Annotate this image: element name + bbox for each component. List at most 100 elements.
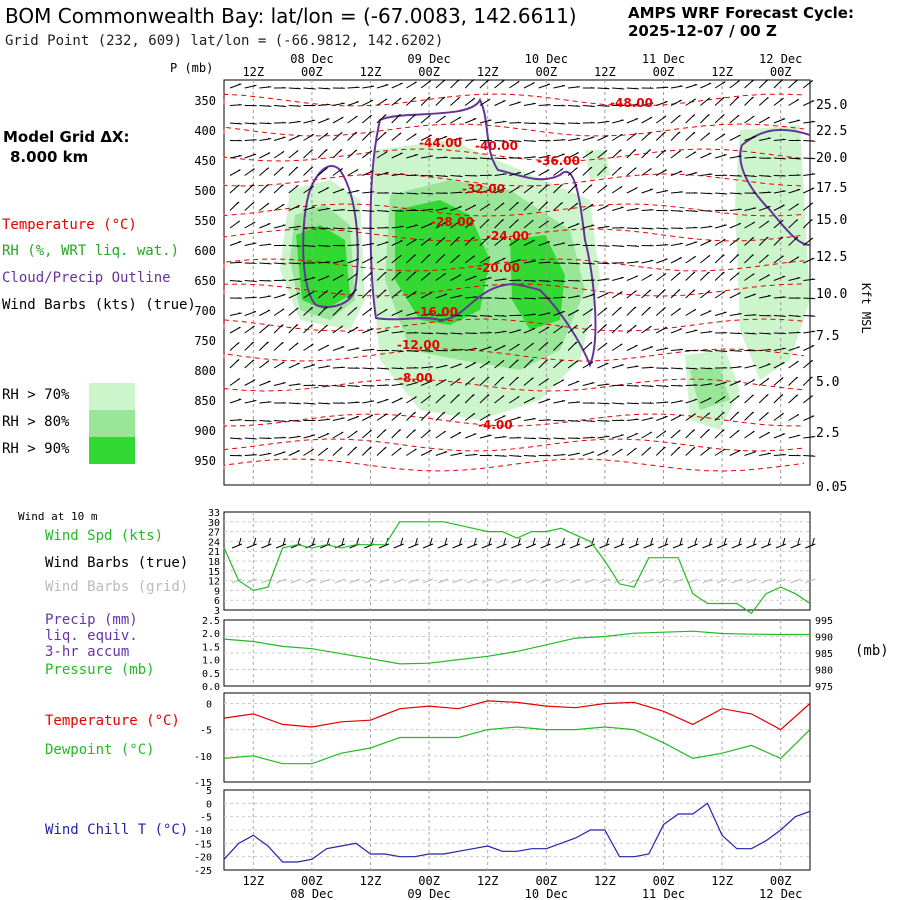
wind-barb <box>582 382 595 386</box>
wind-barb-flag <box>794 219 799 223</box>
grid-wind-barb <box>599 578 610 584</box>
wind-barb-flag <box>353 446 358 450</box>
wind-barb <box>788 119 801 124</box>
wind-barb-flag <box>412 429 417 433</box>
wind-barb-flag <box>369 307 373 311</box>
grid-wind-barb <box>731 578 742 584</box>
wind-barb-flag <box>560 379 564 382</box>
wind-barb-flag <box>341 102 343 104</box>
top-time-tick: 12Z <box>242 65 264 79</box>
wind-barb-flag <box>619 343 623 346</box>
precip-tick: 0.0 <box>202 682 220 693</box>
pressure-tick-label: 350 <box>194 94 216 108</box>
wind-barb-flag <box>324 306 328 310</box>
wind-barb <box>273 294 286 299</box>
wind-barb-flag <box>325 290 329 293</box>
wind-barb <box>626 227 639 230</box>
wind-barb <box>362 348 375 351</box>
wind-speed-tick: 6 <box>214 596 220 607</box>
bottom-date-label: 12 Dec <box>759 887 802 900</box>
wind-barb-flag <box>574 202 579 206</box>
surface-wind-barb-flag <box>297 537 301 546</box>
isotherm-line <box>223 438 805 452</box>
wind-barb-flag <box>664 347 667 349</box>
wind-barb-flag <box>311 276 314 279</box>
wind-barb-flag <box>691 271 696 275</box>
wind-barb <box>391 225 404 229</box>
wind-barb-flag <box>737 134 740 137</box>
wind-barb-flag <box>502 345 505 348</box>
wind-barb-flag <box>765 236 769 240</box>
wind-barb-flag <box>590 361 593 364</box>
wind-barb-flag <box>663 115 667 119</box>
wind-barb <box>553 400 566 404</box>
temp-tick: -15 <box>194 778 212 789</box>
wind-barb-flag <box>282 293 285 296</box>
wind-barb-flag <box>679 400 682 402</box>
wind-barb <box>670 210 684 212</box>
wind-barb <box>597 383 610 386</box>
wind-barb-flag <box>620 434 623 436</box>
wind-barb-flag <box>310 133 314 137</box>
wind-barb-flag <box>252 153 255 156</box>
isotherm-label: -8.00 <box>398 371 433 385</box>
wind-barb-flag <box>413 133 417 136</box>
wind-barb-flag <box>369 414 373 417</box>
wind-barb-flag <box>265 184 269 188</box>
wind-barb <box>641 385 654 387</box>
wind-barb-flag <box>339 447 343 450</box>
wind-barb <box>803 157 816 160</box>
wind-barb <box>376 210 390 212</box>
wind-barb <box>582 136 595 141</box>
wind-barb-flag <box>678 257 682 260</box>
wind-barb <box>259 295 272 299</box>
wind-barb-flag <box>706 114 710 117</box>
wind-barb-flag <box>368 289 372 293</box>
height-tick-label: 10.0 <box>816 287 847 302</box>
wind-barb-flag <box>780 255 784 259</box>
wind-barb-flag <box>767 452 770 455</box>
surface-wind-barb-flag <box>517 537 521 546</box>
wind-barb <box>685 329 698 334</box>
wind-barb-flag <box>780 219 784 223</box>
wind-barb-flag <box>355 347 358 349</box>
wind-barb-flag <box>353 289 358 293</box>
wind-barb-flag <box>589 308 593 311</box>
wind-barb-flag <box>796 346 799 349</box>
wind-barb-flag <box>501 395 505 398</box>
wind-barb-flag <box>457 378 461 381</box>
wind-barb-flag <box>692 98 696 101</box>
wind-barb <box>288 245 301 247</box>
wind-barb-flag <box>707 97 711 101</box>
wind-barb-flag <box>707 447 711 451</box>
wind-barb <box>479 434 492 439</box>
wind-barb-flag <box>575 152 579 155</box>
wind-barb <box>435 451 448 456</box>
wind-barb <box>568 122 581 124</box>
wind-barb-flag <box>384 255 387 259</box>
wind-barb-flag <box>311 206 314 209</box>
wind-barb <box>685 172 698 176</box>
wind-barb-flag <box>561 84 564 87</box>
wind-barb <box>465 347 478 351</box>
grid-wind-barb <box>261 578 272 584</box>
wind-barb <box>376 172 389 176</box>
wind-barb-flag <box>311 363 314 366</box>
wind-barb <box>670 85 683 89</box>
wind-barb-flag <box>265 324 270 328</box>
wind-barb-flag <box>677 289 681 293</box>
surface-wind-barb <box>702 543 713 549</box>
wind-barb-flag <box>796 188 799 191</box>
wind-barb-flag <box>310 291 314 294</box>
isotherm-line <box>223 148 805 162</box>
wind-barb-flag <box>738 312 740 315</box>
windchill-tick: 5 <box>206 786 212 797</box>
wind-barb <box>729 350 742 352</box>
wind-barb-flag <box>574 167 578 171</box>
bottom-time-tick: 12Z <box>360 874 382 888</box>
wind-barb-flag <box>458 274 461 277</box>
wind-barb <box>670 227 684 229</box>
wind-barb <box>288 278 301 281</box>
surface-wind-barb-flag <box>414 537 418 546</box>
wind-barb-flag <box>811 330 814 332</box>
